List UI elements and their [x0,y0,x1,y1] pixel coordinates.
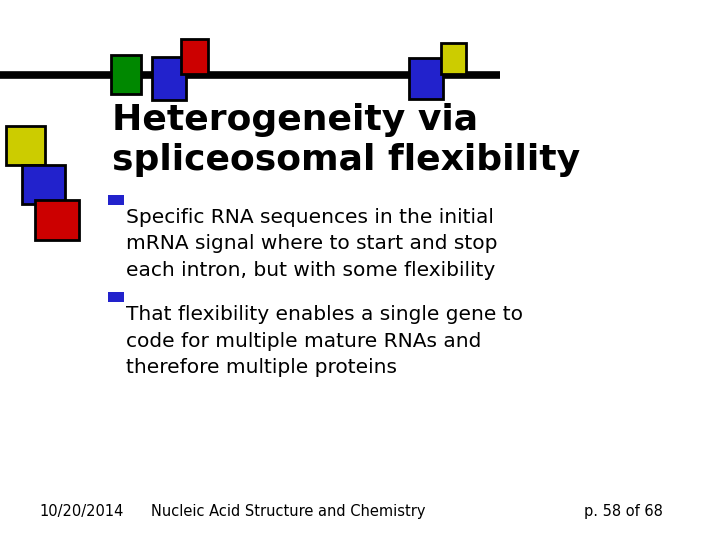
Text: p. 58 of 68: p. 58 of 68 [583,504,662,519]
Bar [181,39,208,74]
Bar [108,292,124,302]
Bar [108,195,124,205]
Text: 10/20/2014: 10/20/2014 [40,504,124,519]
Bar [153,57,186,100]
Text: Specific RNA sequences in the initial
mRNA signal where to start and stop
each i: Specific RNA sequences in the initial mR… [126,208,498,280]
Bar [409,58,444,98]
Text: Heterogeneity via: Heterogeneity via [112,103,478,137]
Bar [6,126,45,165]
Bar [35,200,79,240]
Bar [22,165,65,204]
Bar [441,43,467,74]
Text: Nucleic Acid Structure and Chemistry: Nucleic Acid Structure and Chemistry [150,504,426,519]
Text: spliceosomal flexibility: spliceosomal flexibility [112,143,580,177]
Bar [111,55,141,94]
Text: That flexibility enables a single gene to
code for multiple mature RNAs and
ther: That flexibility enables a single gene t… [126,305,523,377]
